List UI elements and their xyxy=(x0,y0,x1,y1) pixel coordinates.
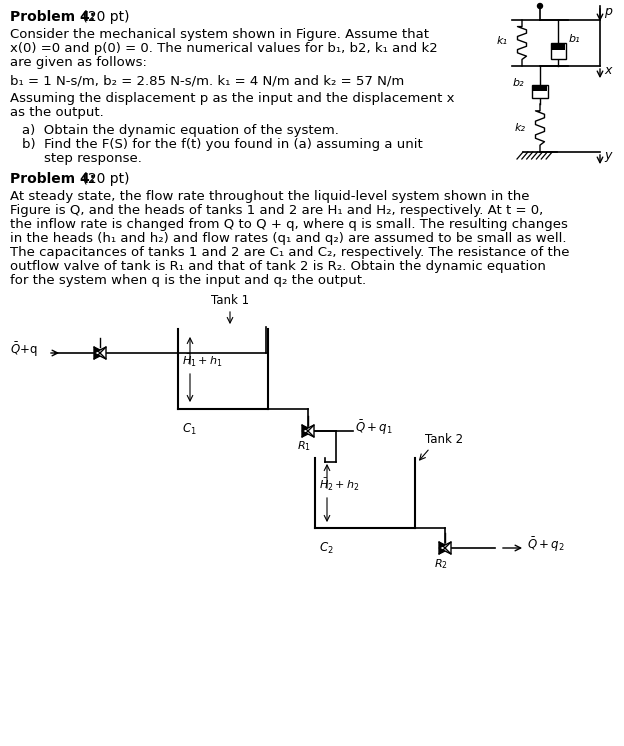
Text: step response.: step response. xyxy=(44,152,142,165)
Polygon shape xyxy=(439,542,451,554)
Text: k₁: k₁ xyxy=(497,36,508,46)
Polygon shape xyxy=(302,425,314,437)
Text: Problem 4:: Problem 4: xyxy=(10,172,95,186)
Polygon shape xyxy=(439,542,451,554)
Text: as the output.: as the output. xyxy=(10,106,104,119)
Text: $\bar{H}_2+h_2$: $\bar{H}_2+h_2$ xyxy=(319,477,359,493)
Text: Problem 4:: Problem 4: xyxy=(10,10,95,24)
Bar xyxy=(533,85,547,91)
Text: b)  Find the F(S) for the f(t) you found in (a) assuming a unit: b) Find the F(S) for the f(t) you found … xyxy=(22,138,422,151)
Text: $\bar{Q}+q_1$: $\bar{Q}+q_1$ xyxy=(355,419,392,437)
Text: outflow valve of tank is R₁ and that of tank 2 is R₂. Obtain the dynamic equatio: outflow valve of tank is R₁ and that of … xyxy=(10,260,546,273)
Polygon shape xyxy=(94,347,106,359)
Text: Assuming the displacement p as the input and the displacement x: Assuming the displacement p as the input… xyxy=(10,92,454,105)
Circle shape xyxy=(537,4,542,8)
Text: the inflow rate is changed from Q to Q + q, where q is small. The resulting chan: the inflow rate is changed from Q to Q +… xyxy=(10,218,568,231)
Text: At steady state, the flow rate throughout the liquid-level system shown in the: At steady state, the flow rate throughou… xyxy=(10,190,530,203)
Text: $\bar{Q}+q_2$: $\bar{Q}+q_2$ xyxy=(527,536,565,554)
Text: p: p xyxy=(604,4,612,17)
Text: $R_1$: $R_1$ xyxy=(297,439,311,453)
Text: are given as follows:: are given as follows: xyxy=(10,56,147,69)
Bar xyxy=(532,85,548,98)
Text: $\bar{Q}$+q: $\bar{Q}$+q xyxy=(10,341,37,360)
Bar xyxy=(550,43,565,59)
Text: Figure is Q, and the heads of tanks 1 and 2 are H₁ and H₂, respectively. At t = : Figure is Q, and the heads of tanks 1 an… xyxy=(10,204,544,217)
Text: b₁ = 1 N-s/m, b₂ = 2.85 N-s/m. k₁ = 4 N/m and k₂ = 57 N/m: b₁ = 1 N-s/m, b₂ = 2.85 N-s/m. k₁ = 4 N/… xyxy=(10,74,404,87)
Text: (20 pt): (20 pt) xyxy=(78,10,130,24)
Text: $\bar{H}_1+h_1$: $\bar{H}_1+h_1$ xyxy=(182,353,223,369)
Bar xyxy=(552,43,565,50)
Text: a)  Obtain the dynamic equation of the system.: a) Obtain the dynamic equation of the sy… xyxy=(22,124,339,137)
Text: Tank 1: Tank 1 xyxy=(211,294,249,307)
Text: The capacitances of tanks 1 and 2 are C₁ and C₂, respectively. The resistance of: The capacitances of tanks 1 and 2 are C₁… xyxy=(10,246,570,259)
Text: y: y xyxy=(604,149,612,163)
Text: $C_1$: $C_1$ xyxy=(182,422,197,437)
Text: k₂: k₂ xyxy=(515,123,526,133)
Text: x: x xyxy=(604,63,612,77)
Polygon shape xyxy=(94,347,106,359)
Text: b₂: b₂ xyxy=(512,78,524,88)
Text: Consider the mechanical system shown in Figure. Assume that: Consider the mechanical system shown in … xyxy=(10,28,429,41)
Text: $C_2$: $C_2$ xyxy=(319,541,334,556)
Text: b₁: b₁ xyxy=(569,34,580,44)
Text: x(0) =0 and p(0) = 0. The numerical values for b₁, b2, k₁ and k2: x(0) =0 and p(0) = 0. The numerical valu… xyxy=(10,42,438,55)
Polygon shape xyxy=(302,425,314,437)
Text: (20 pt): (20 pt) xyxy=(78,172,130,186)
Text: Tank 2: Tank 2 xyxy=(425,433,463,446)
Text: for the system when q is the input and q₂ the output.: for the system when q is the input and q… xyxy=(10,274,366,287)
Text: $R_2$: $R_2$ xyxy=(434,557,448,571)
Text: in the heads (h₁ and h₂) and flow rates (q₁ and q₂) are assumed to be small as w: in the heads (h₁ and h₂) and flow rates … xyxy=(10,232,567,245)
